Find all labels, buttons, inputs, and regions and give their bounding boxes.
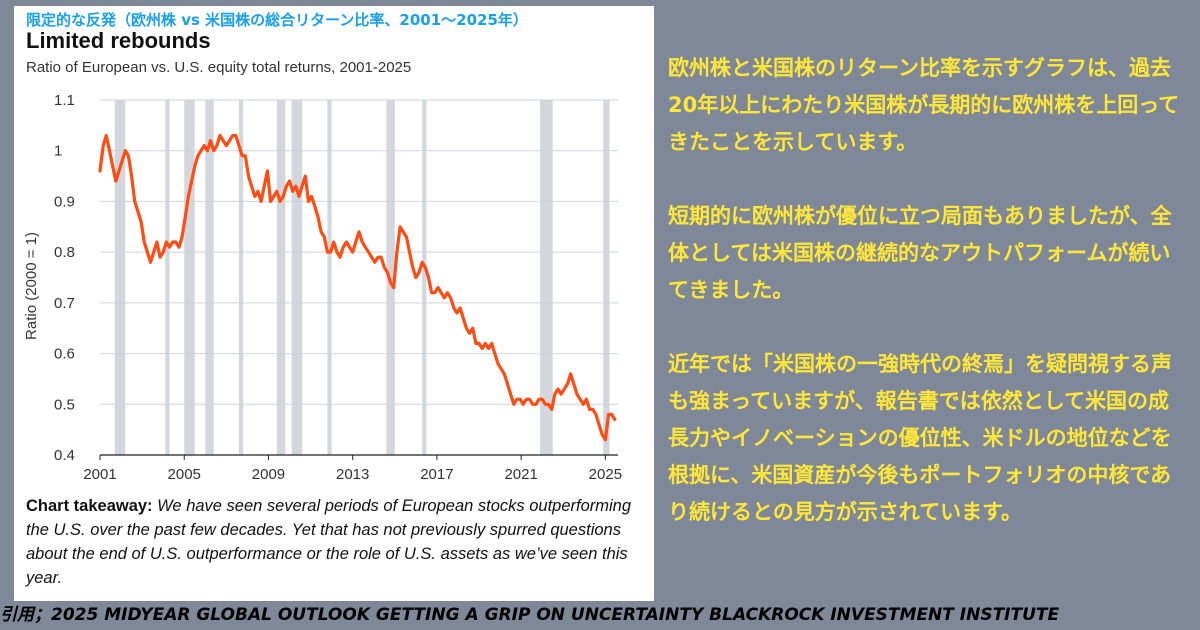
shaded-period-6: [276, 100, 286, 455]
x-tick-label: 2017: [420, 466, 453, 483]
x-tick-label: 2025: [589, 466, 622, 483]
y-tick-label: 0.4: [54, 447, 75, 464]
y-tick-label: 0.5: [54, 396, 75, 413]
y-tick-label: 0.8: [54, 244, 75, 261]
shaded-period-7: [291, 100, 303, 455]
chart-title: Limited rebounds: [26, 28, 211, 53]
takeaway-label: Chart takeaway:: [26, 497, 153, 515]
japanese-chart-title: 限定的な反発（欧州株 vs 米国株の総合リターン比率、2001〜2025年）: [26, 11, 528, 29]
y-tick-label: 0.7: [54, 295, 75, 312]
x-tick-label: 2021: [504, 466, 537, 483]
chart-card: 限定的な反発（欧州株 vs 米国株の総合リターン比率、2001〜2025年） L…: [14, 6, 654, 601]
ratio-line-chart: 0.40.50.60.70.80.911.1 2001 2005 2009 2013 2…: [23, 92, 622, 483]
y-axis-ticks: 0.4 0.5 0.6 0.7 0.8 0.9 1 1.1: [54, 92, 75, 464]
shaded-period-12: [603, 100, 610, 455]
commentary-paragraph-3: 近年では「米国株の一強時代の終焉」を疑問視する声も強まっていますが、報告書では依…: [668, 352, 1172, 524]
commentary-paragraph-1: 欧州株と米国株のリターン比率を示すグラフは、過去20年以上にわたり米国株が長期的…: [668, 56, 1180, 154]
chart-takeaway: Chart takeaway: We have seen several per…: [26, 494, 646, 590]
chart-subtitle: Ratio of European vs. U.S. equity total …: [26, 59, 412, 76]
x-tick-label: 2009: [252, 466, 285, 483]
shaded-period-4: [205, 100, 214, 455]
x-tick-label: 2005: [168, 466, 201, 483]
y-tick-label: 1.1: [54, 92, 75, 109]
commentary-paragraph-2: 短期的に欧州株が優位に立つ局面もありましたが、全体としては米国株の継続的なアウト…: [668, 204, 1172, 302]
x-tick-label: 2001: [83, 466, 116, 483]
takeaway-text: We have seen several periods of European…: [26, 497, 632, 587]
shaded-period-8: [327, 100, 332, 455]
y-tick-label: 1: [54, 143, 62, 160]
y-axis-label: Ratio (2000 = 1): [23, 232, 40, 340]
shaded-period-2: [165, 100, 170, 455]
shaded-periods: [114, 100, 610, 455]
y-tick-label: 0.6: [54, 346, 75, 363]
x-axis-ticks: 2001 2005 2009 2013 2017 2021 2025: [83, 455, 622, 483]
shaded-period-5: [238, 100, 244, 455]
shaded-period-10: [422, 100, 427, 455]
y-tick-label: 0.9: [54, 193, 75, 210]
commentary-panel: 欧州株と米国株のリターン比率を示すグラフは、過去20年以上にわたり米国株が長期的…: [668, 50, 1188, 531]
shaded-period-3: [184, 100, 195, 455]
x-tick-label: 2013: [336, 466, 369, 483]
source-citation: 引用；2025 MIDYEAR GLOBAL OUTLOOK GETTING A…: [0, 605, 1060, 625]
series-line-europe-vs-us: [98, 133, 617, 442]
shaded-period-11: [540, 100, 553, 455]
shaded-period-1: [114, 100, 126, 455]
